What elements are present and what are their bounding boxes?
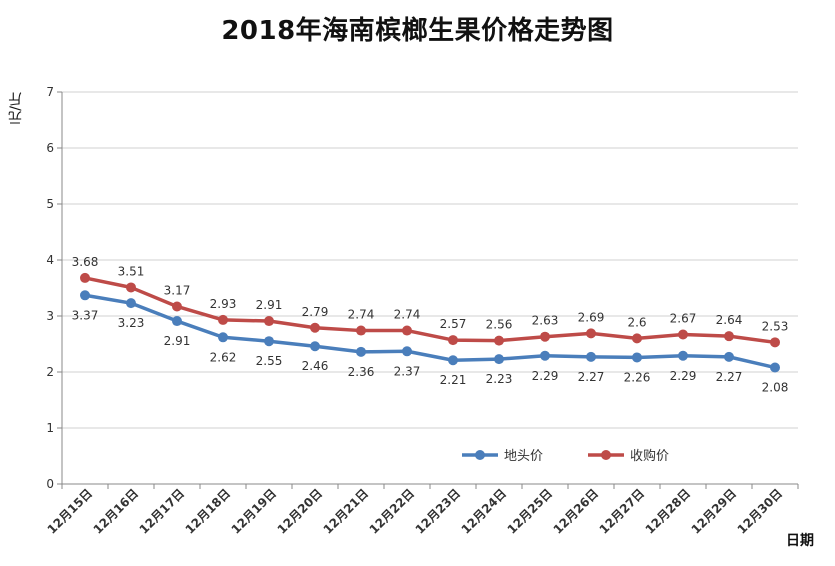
y-tick-label: 6 bbox=[46, 141, 54, 155]
data-label: 3.68 bbox=[72, 255, 99, 269]
data-label: 2.27 bbox=[578, 370, 605, 384]
data-point bbox=[310, 341, 320, 352]
x-tick-label: 12月29日 bbox=[689, 486, 739, 536]
data-point bbox=[678, 329, 688, 340]
data-point bbox=[448, 355, 458, 366]
data-point bbox=[356, 346, 366, 357]
y-tick-label: 1 bbox=[46, 421, 54, 435]
y-tick-label: 2 bbox=[46, 365, 54, 379]
data-label: 2.27 bbox=[716, 370, 743, 384]
y-tick-label: 3 bbox=[46, 309, 54, 323]
data-point bbox=[80, 290, 90, 301]
x-tick-label: 12月30日 bbox=[735, 486, 785, 536]
x-tick-label: 12月24日 bbox=[459, 486, 509, 536]
data-label: 2.21 bbox=[440, 373, 467, 387]
data-label: 2.69 bbox=[578, 310, 605, 324]
data-label: 2.64 bbox=[716, 313, 743, 327]
data-point bbox=[80, 272, 90, 283]
data-label: 2.53 bbox=[762, 319, 789, 333]
x-tick-label: 12月16日 bbox=[91, 486, 141, 536]
data-label: 2.79 bbox=[302, 305, 329, 319]
data-label: 2.36 bbox=[348, 365, 375, 379]
data-point bbox=[172, 316, 182, 327]
data-point bbox=[678, 350, 688, 361]
data-point bbox=[402, 325, 412, 336]
data-label: 2.62 bbox=[210, 350, 237, 364]
data-label: 2.74 bbox=[394, 308, 421, 322]
x-tick-label: 12月25日 bbox=[505, 486, 555, 536]
data-point bbox=[770, 337, 780, 348]
data-label: 2.29 bbox=[670, 369, 697, 383]
legend-label: 收购价 bbox=[630, 448, 669, 464]
data-label: 2.55 bbox=[256, 354, 283, 368]
y-tick-label: 0 bbox=[46, 477, 54, 491]
data-point bbox=[264, 316, 274, 327]
data-point bbox=[218, 332, 228, 343]
data-point bbox=[724, 351, 734, 362]
data-point bbox=[632, 333, 642, 344]
series-line bbox=[84, 293, 776, 370]
series-line bbox=[84, 276, 776, 345]
chart-title: 2018年海南槟榔生果价格走势图 bbox=[221, 16, 614, 46]
data-label: 2.08 bbox=[762, 381, 789, 395]
x-tick-label: 12月22日 bbox=[367, 486, 417, 536]
x-tick-label: 12月19日 bbox=[229, 486, 279, 536]
data-label: 2.57 bbox=[440, 317, 467, 331]
x-tick-label: 12月18日 bbox=[183, 486, 233, 536]
x-tick-label: 12月26日 bbox=[551, 486, 601, 536]
data-point bbox=[218, 314, 228, 325]
legend-marker bbox=[475, 450, 485, 460]
data-label: 2.29 bbox=[532, 369, 559, 383]
data-label: 2.37 bbox=[394, 364, 421, 378]
x-tick-label: 12月28日 bbox=[643, 486, 693, 536]
data-point bbox=[126, 282, 136, 293]
data-label: 2.93 bbox=[210, 297, 237, 311]
data-point bbox=[448, 335, 458, 346]
data-point bbox=[632, 352, 642, 363]
x-tick-label: 12月15日 bbox=[45, 486, 95, 536]
data-point bbox=[172, 301, 182, 312]
legend-marker bbox=[601, 450, 611, 460]
data-label: 2.63 bbox=[532, 314, 559, 328]
data-label: 2.91 bbox=[164, 334, 191, 348]
data-label: 2.67 bbox=[670, 311, 697, 325]
x-tick-label: 12月20日 bbox=[275, 486, 325, 536]
x-tick-label: 12月17日 bbox=[137, 486, 187, 536]
data-point bbox=[540, 331, 550, 342]
y-tick-label: 5 bbox=[46, 197, 54, 211]
data-label: 3.17 bbox=[164, 283, 191, 297]
x-tick-label: 12月23日 bbox=[413, 486, 463, 536]
y-tick-label: 4 bbox=[46, 253, 54, 267]
data-label: 3.37 bbox=[72, 308, 99, 322]
data-point bbox=[356, 325, 366, 336]
data-label: 2.74 bbox=[348, 308, 375, 322]
data-point bbox=[494, 354, 504, 365]
data-label: 2.6 bbox=[627, 315, 646, 329]
data-point bbox=[494, 335, 504, 346]
data-point bbox=[264, 336, 274, 347]
data-point bbox=[402, 346, 412, 357]
data-label: 3.51 bbox=[118, 264, 145, 278]
data-label: 3.23 bbox=[118, 316, 145, 330]
x-tick-label: 12月21日 bbox=[321, 486, 371, 536]
data-point bbox=[540, 350, 550, 361]
x-tick-label: 12月27日 bbox=[597, 486, 647, 536]
data-point bbox=[586, 351, 596, 362]
data-point bbox=[586, 328, 596, 339]
data-label: 2.46 bbox=[302, 359, 329, 373]
data-point bbox=[770, 362, 780, 373]
data-point bbox=[724, 331, 734, 342]
data-point bbox=[310, 322, 320, 333]
legend-label: 地头价 bbox=[504, 449, 543, 464]
data-label: 2.26 bbox=[624, 370, 651, 384]
data-label: 2.91 bbox=[256, 298, 283, 312]
data-label: 2.56 bbox=[486, 318, 513, 332]
data-label: 2.23 bbox=[486, 372, 513, 386]
y-tick-label: 7 bbox=[46, 85, 54, 99]
data-point bbox=[126, 298, 136, 309]
x-axis-label: 日期 bbox=[786, 533, 814, 549]
